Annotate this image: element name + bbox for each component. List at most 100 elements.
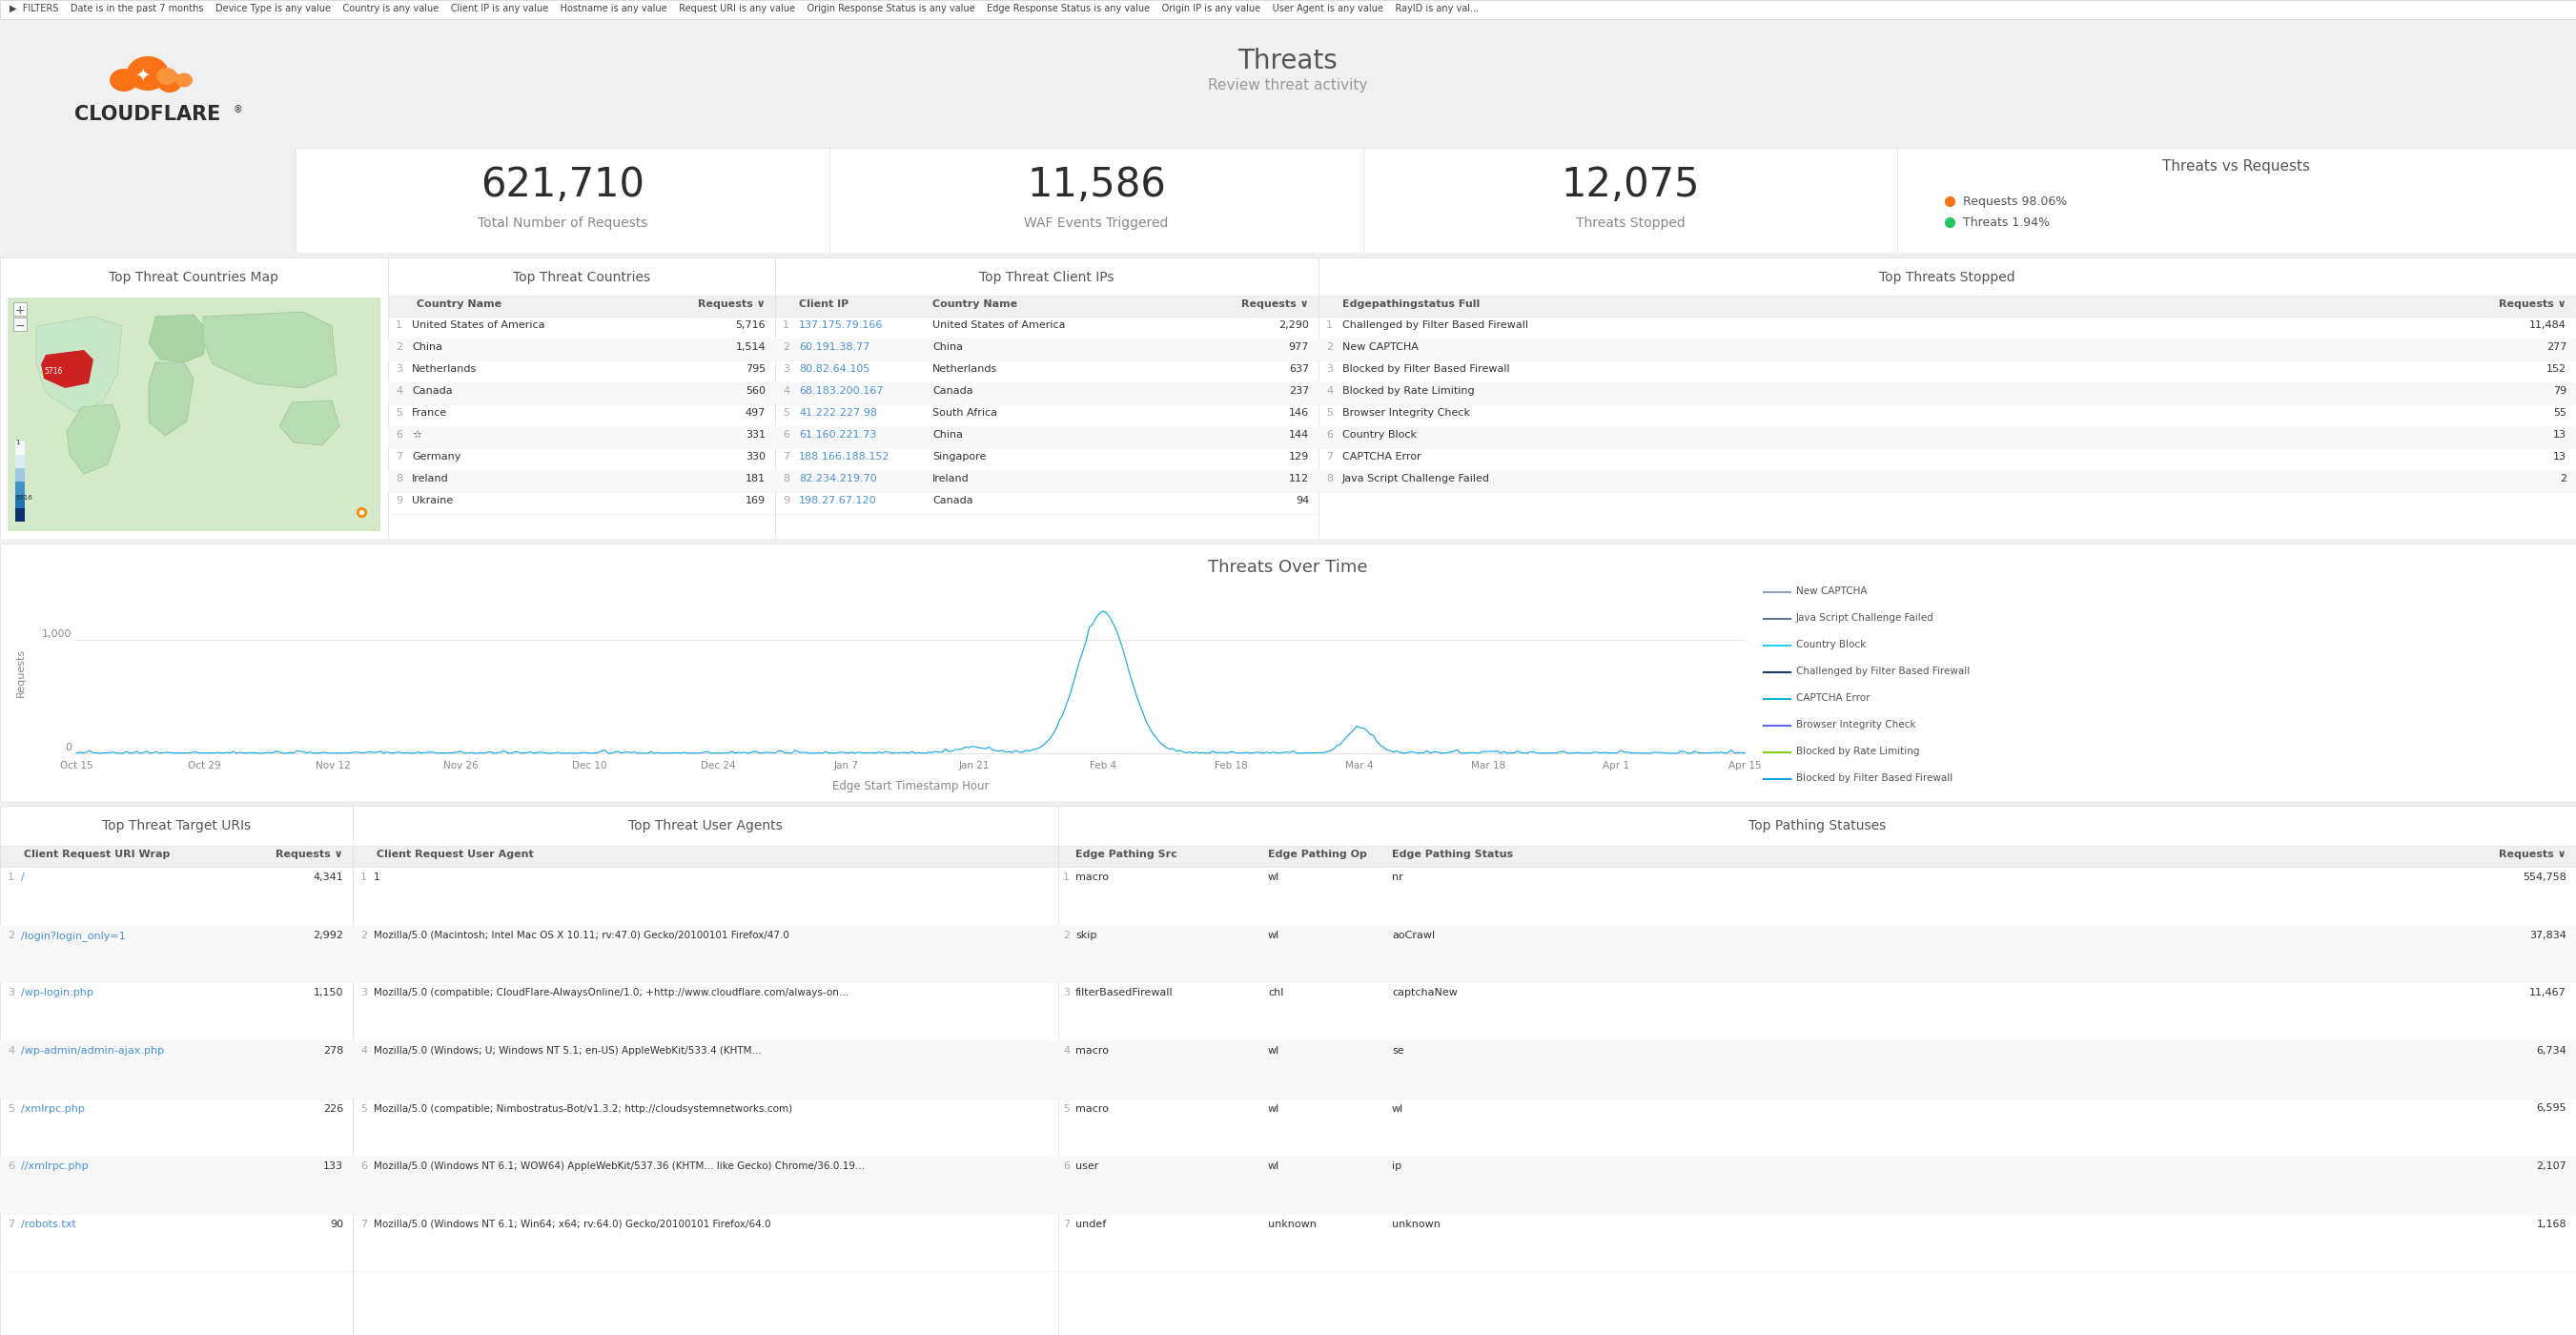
Text: 6: 6 — [361, 1161, 366, 1171]
Text: ip: ip — [1391, 1161, 1401, 1171]
Text: 2: 2 — [2561, 474, 2566, 483]
Text: 11,586: 11,586 — [1028, 166, 1167, 206]
Text: 181: 181 — [744, 474, 765, 483]
Text: 7: 7 — [8, 1219, 15, 1230]
Bar — [15, 495, 26, 509]
Text: Ukraine: Ukraine — [412, 495, 453, 506]
Text: Requests: Requests — [15, 647, 26, 697]
Text: 5: 5 — [783, 409, 788, 418]
Text: 9: 9 — [783, 495, 788, 506]
Text: Threats Stopped: Threats Stopped — [1577, 216, 1685, 230]
Text: 137.175.79.166: 137.175.79.166 — [799, 320, 884, 330]
Bar — [0, 1040, 353, 1097]
Text: /login?login_only=1: /login?login_only=1 — [21, 930, 126, 941]
Text: 2,992: 2,992 — [312, 930, 343, 940]
Text: 1,000: 1,000 — [41, 629, 72, 639]
Text: Dec 10: Dec 10 — [572, 761, 608, 770]
Text: 6: 6 — [1064, 1161, 1069, 1171]
Polygon shape — [41, 350, 93, 388]
Bar — [775, 339, 1319, 360]
Ellipse shape — [157, 68, 178, 85]
Text: 4: 4 — [1064, 1045, 1069, 1056]
Text: Nov 26: Nov 26 — [443, 761, 479, 770]
Text: wl: wl — [1267, 930, 1280, 940]
Text: 1: 1 — [397, 320, 402, 330]
Text: Java Script Challenge Failed: Java Script Challenge Failed — [1342, 474, 1489, 483]
Text: Jan 21: Jan 21 — [958, 761, 989, 770]
Text: Challenged by Filter Based Firewall: Challenged by Filter Based Firewall — [1795, 666, 1971, 676]
Bar — [15, 469, 26, 482]
Bar — [1319, 339, 2576, 360]
Text: 3: 3 — [1064, 988, 1069, 997]
Text: Blocked by Rate Limiting: Blocked by Rate Limiting — [1342, 386, 1473, 395]
Text: 61.160.221.73: 61.160.221.73 — [799, 430, 876, 439]
Bar — [0, 806, 353, 1335]
Text: Mar 18: Mar 18 — [1471, 761, 1504, 770]
Text: Ireland: Ireland — [412, 474, 448, 483]
Text: 5716: 5716 — [44, 367, 62, 376]
Text: Oct 29: Oct 29 — [188, 761, 222, 770]
Text: Edge Pathing Status: Edge Pathing Status — [1391, 849, 1512, 860]
Bar — [389, 295, 775, 316]
Text: Requests 98.06%: Requests 98.06% — [1963, 195, 2066, 208]
Text: wl: wl — [1267, 1045, 1280, 1056]
Text: Requests ∨: Requests ∨ — [1242, 299, 1309, 308]
Text: 6,734: 6,734 — [2537, 1045, 2566, 1056]
Bar — [15, 509, 26, 522]
Text: United States of America: United States of America — [412, 320, 546, 330]
Text: 152: 152 — [2545, 364, 2566, 374]
Text: 237: 237 — [1288, 386, 1309, 395]
Text: 2: 2 — [8, 930, 15, 940]
Text: +: + — [15, 304, 26, 316]
Bar — [1319, 295, 2576, 316]
Bar — [1319, 382, 2576, 405]
Ellipse shape — [175, 73, 193, 87]
Text: 5: 5 — [8, 1104, 15, 1113]
Text: 1,150: 1,150 — [314, 988, 343, 997]
Text: Netherlands: Netherlands — [933, 364, 997, 374]
Text: /wp-admin/admin-ajax.php: /wp-admin/admin-ajax.php — [21, 1045, 165, 1056]
Text: 621,710: 621,710 — [482, 166, 644, 206]
Text: 68.183.200.167: 68.183.200.167 — [799, 386, 884, 395]
Text: 5: 5 — [1064, 1104, 1069, 1113]
Text: Top Threats Stopped: Top Threats Stopped — [1878, 271, 2014, 284]
Text: Browser Integrity Check: Browser Integrity Check — [1342, 409, 1471, 418]
Bar — [0, 0, 2576, 19]
Text: 8: 8 — [1327, 474, 1332, 483]
Text: Mozilla/5.0 (Macintosh; Intel Mac OS X 10.11; rv:47.0) Gecko/20100101 Firefox/47: Mozilla/5.0 (Macintosh; Intel Mac OS X 1… — [374, 930, 788, 940]
Text: Blocked by Filter Based Firewall: Blocked by Filter Based Firewall — [1795, 773, 1953, 782]
Text: 133: 133 — [322, 1161, 343, 1171]
Text: 8: 8 — [783, 474, 788, 483]
Bar — [296, 148, 829, 252]
Bar — [0, 539, 2576, 543]
Text: 82.234.219.70: 82.234.219.70 — [799, 474, 876, 483]
Ellipse shape — [126, 56, 170, 91]
Text: 4: 4 — [8, 1045, 15, 1056]
Text: Top Threat User Agents: Top Threat User Agents — [629, 820, 783, 833]
Text: 4,341: 4,341 — [312, 873, 343, 882]
Text: Edge Start Timestamp Hour: Edge Start Timestamp Hour — [832, 780, 989, 793]
Text: 80.82.64.105: 80.82.64.105 — [799, 364, 871, 374]
Text: Top Threat Countries: Top Threat Countries — [513, 271, 649, 284]
Text: 1: 1 — [361, 873, 366, 882]
Text: China: China — [412, 342, 443, 352]
Text: wl: wl — [1267, 1104, 1280, 1113]
Text: 560: 560 — [744, 386, 765, 395]
Bar — [0, 846, 353, 866]
Bar — [0, 252, 2576, 258]
Text: 12,075: 12,075 — [1561, 166, 1700, 206]
Text: Nov 12: Nov 12 — [314, 761, 350, 770]
Text: 3: 3 — [1327, 364, 1332, 374]
Text: 198.27.67.120: 198.27.67.120 — [799, 495, 876, 506]
Polygon shape — [204, 312, 337, 388]
Text: 7: 7 — [1064, 1219, 1069, 1230]
Bar — [389, 382, 775, 405]
Text: 1,514: 1,514 — [734, 342, 765, 352]
Text: 146: 146 — [1288, 409, 1309, 418]
Bar — [353, 1040, 1059, 1097]
Text: Country Name: Country Name — [933, 299, 1018, 308]
Bar — [1059, 846, 2576, 866]
Text: South Africa: South Africa — [933, 409, 997, 418]
Text: nr: nr — [1391, 873, 1404, 882]
Bar — [0, 925, 353, 983]
